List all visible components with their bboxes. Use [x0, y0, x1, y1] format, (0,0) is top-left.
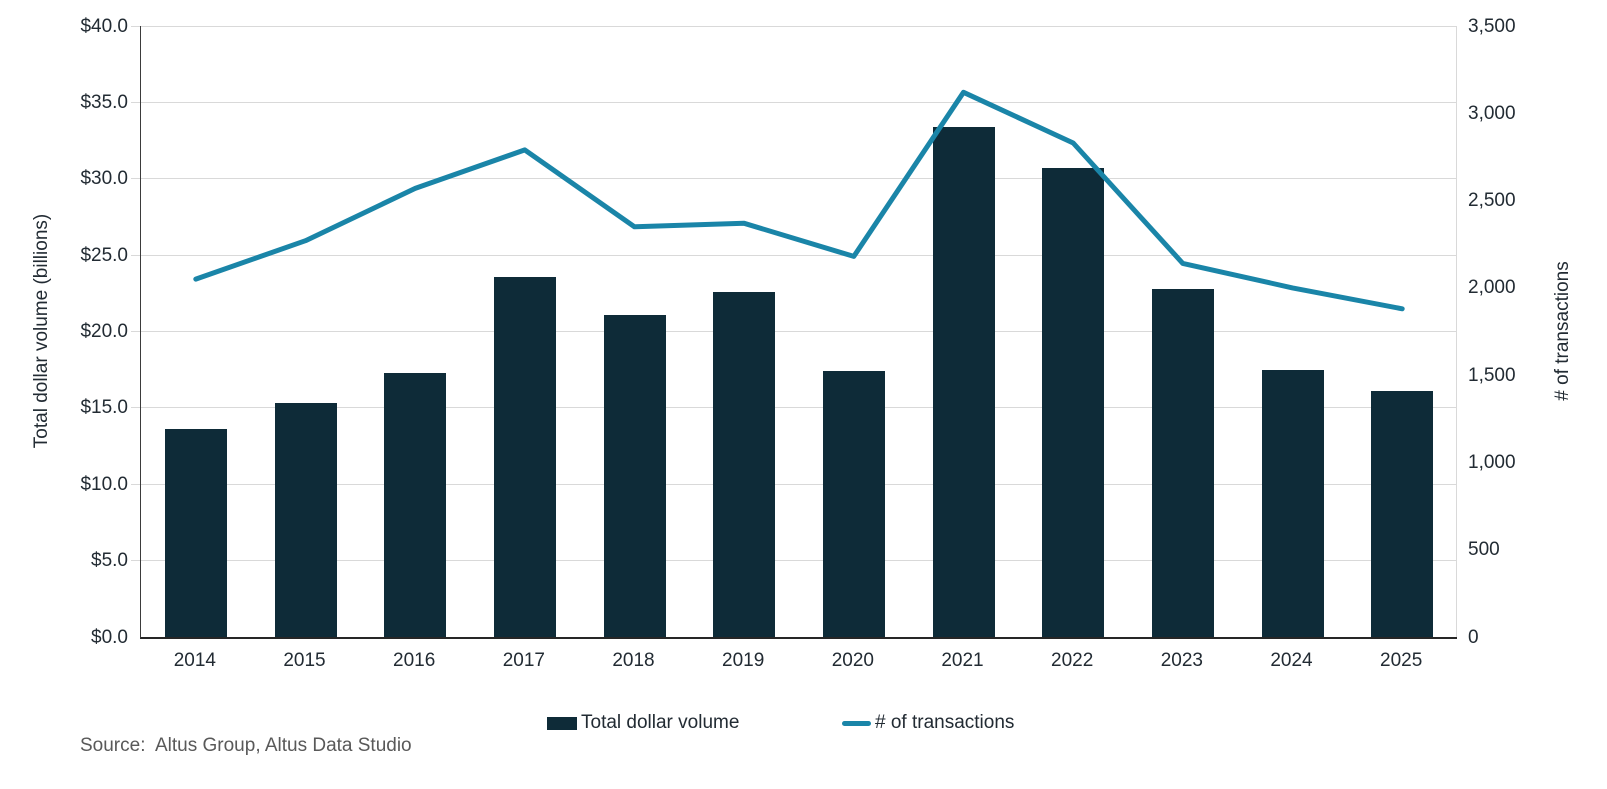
- gridline: [141, 254, 1457, 256]
- bar-2018: [603, 314, 666, 637]
- y-tick-label-left: $5.0: [91, 550, 128, 572]
- left-axis-tick-mark: [131, 25, 140, 27]
- y-tick-label-left: $40.0: [80, 15, 128, 37]
- legend-line-swatch-icon: [842, 720, 871, 726]
- y-tick-label-right: 1,000: [1468, 451, 1516, 473]
- bar-2016: [384, 372, 447, 637]
- legend-item-total-dollar-volume: Total dollar volume: [547, 712, 739, 734]
- x-tick-label-2016: 2016: [393, 650, 436, 671]
- legend-bar-swatch-icon: [547, 716, 577, 730]
- x-tick-label-2023: 2023: [1160, 650, 1203, 671]
- x-tick-label-2014: 2014: [173, 650, 216, 671]
- y-tick-label-right: 2,000: [1468, 277, 1516, 299]
- gridline: [141, 331, 1457, 332]
- plot-area: [140, 25, 1457, 639]
- bar-2024: [1261, 369, 1324, 637]
- left-axis-tick-mark: [131, 101, 140, 103]
- y-tick-label-right: 3,000: [1468, 102, 1516, 124]
- y-tick-label-right: 2,500: [1468, 190, 1516, 212]
- gridline: [141, 25, 1457, 27]
- source-note: Source: Altus Group, Altus Data Studio: [80, 735, 412, 756]
- y-tick-label-left: $30.0: [80, 168, 128, 190]
- y-tick-label-right: 500: [1468, 539, 1500, 561]
- gridline: [141, 560, 1457, 562]
- bar-2014: [164, 429, 227, 637]
- legend-label: # of transactions: [875, 712, 1015, 733]
- x-tick-label-2017: 2017: [502, 650, 545, 671]
- x-tick-label-2020: 2020: [831, 650, 874, 671]
- x-tick-label-2021: 2021: [941, 650, 984, 671]
- left-axis-tick-mark: [131, 483, 140, 485]
- bar-2021: [932, 126, 995, 637]
- x-tick-label-2015: 2015: [283, 650, 326, 671]
- y-tick-label-left: $20.0: [80, 321, 128, 342]
- gridline: [141, 178, 1457, 180]
- bar-2019: [713, 291, 776, 637]
- x-tick-label-2024: 2024: [1270, 650, 1313, 671]
- gridline: [141, 407, 1457, 409]
- bar-2023: [1151, 288, 1214, 637]
- left-axis-tick-mark: [131, 407, 140, 409]
- gridline: [141, 101, 1457, 103]
- bar-2017: [493, 276, 556, 637]
- y-tick-label-left: $15.0: [80, 397, 128, 419]
- y-tick-label-right: 0: [1468, 626, 1479, 648]
- transactions-line: [193, 89, 1405, 312]
- bar-2022: [1042, 168, 1105, 637]
- line-series-layer: [193, 89, 1405, 312]
- legend-label: Total dollar volume: [581, 712, 740, 733]
- legend-item-number-of-transactions: # of transactions: [842, 712, 1014, 734]
- left-axis-tick-mark: [131, 560, 140, 562]
- y-tick-label-left: $25.0: [80, 244, 128, 266]
- left-axis-title: Total dollar volume (billions): [31, 213, 52, 449]
- legend: Total dollar volume # of transactions: [0, 711, 1607, 735]
- right-axis-title: # of transactions: [1552, 261, 1573, 401]
- x-tick-label-2022: 2022: [1051, 650, 1094, 671]
- gridline: [141, 483, 1457, 485]
- y-tick-label-left: $10.0: [80, 473, 128, 495]
- bar-2015: [274, 403, 337, 637]
- plot-right-border: [1456, 26, 1457, 637]
- x-tick-label-2018: 2018: [612, 650, 655, 671]
- x-tick-label-2019: 2019: [722, 650, 765, 671]
- left-axis-tick-mark: [131, 331, 140, 332]
- x-tick-label-2025: 2025: [1380, 650, 1423, 671]
- bar-2025: [1371, 391, 1434, 637]
- bar-2020: [822, 371, 885, 637]
- y-tick-label-right: 1,500: [1468, 364, 1516, 386]
- left-axis-tick-mark: [131, 254, 140, 256]
- left-axis-tick-mark: [131, 178, 140, 180]
- y-tick-label-left: $0.0: [91, 626, 128, 648]
- y-tick-label-left: $35.0: [80, 91, 128, 113]
- y-tick-label-right: 3,500: [1468, 15, 1516, 37]
